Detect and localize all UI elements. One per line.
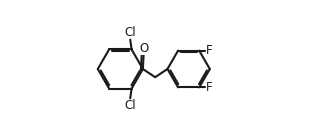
Text: F: F — [206, 81, 213, 94]
Text: O: O — [139, 42, 148, 55]
Text: F: F — [206, 44, 213, 57]
Text: Cl: Cl — [124, 26, 136, 39]
Text: Cl: Cl — [124, 99, 136, 112]
